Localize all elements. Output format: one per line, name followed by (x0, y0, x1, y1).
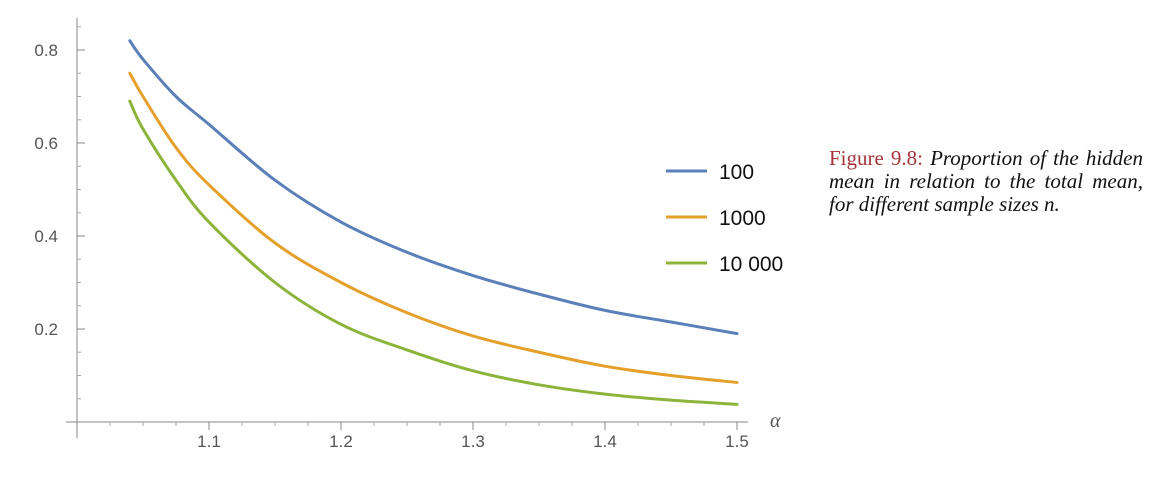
figure-label: Figure 9.8: (829, 146, 923, 170)
legend-label: 10 000 (719, 253, 783, 276)
caption-text: Proportion of the hidden mean in relatio… (829, 146, 1143, 216)
x-tick-label: 1.2 (329, 432, 353, 451)
series-lines (128, 39, 739, 406)
legend-label: 100 (719, 161, 754, 184)
x-tick-label: 1.3 (461, 432, 485, 451)
legend-label: 1000 (719, 207, 766, 230)
series-line-100 (128, 39, 739, 336)
y-tick-label: 0.4 (34, 227, 58, 246)
y-tick-label: 0.6 (34, 134, 58, 153)
x-axis-label: α (770, 410, 781, 432)
legend: 100 1000 10 000 (666, 161, 783, 276)
series-line-10000 (128, 99, 739, 406)
y-tick-label: 0.2 (34, 320, 58, 339)
x-tick-label: 1.1 (197, 432, 221, 451)
figure-caption: Figure 9.8: Proportion of the hidden mea… (829, 147, 1143, 216)
chart: 1.1 1.2 1.3 1.4 1.5 0.20.40.60.8 α 100100010… (34, 18, 783, 451)
y-tick-label: 0.8 (34, 41, 58, 60)
x-ticks: 1.1 1.2 1.3 1.4 1.5 (109, 422, 749, 451)
x-tick-label: 1.4 (593, 432, 617, 451)
y-ticks: 0.2 0.4 0.6 0.8 (34, 26, 85, 400)
series-line-1000 (128, 71, 739, 384)
x-tick-label: 1.5 (725, 432, 749, 451)
